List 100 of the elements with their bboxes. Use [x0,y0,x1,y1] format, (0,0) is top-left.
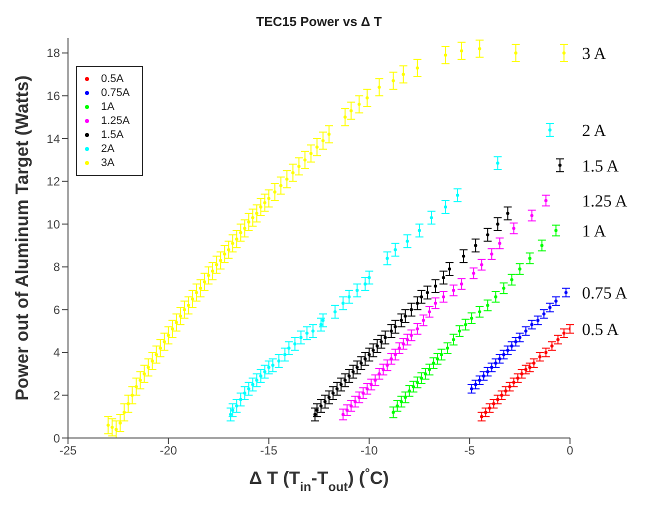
legend-label: 3A [101,156,114,170]
point [344,378,347,382]
point [356,288,359,292]
point [394,248,397,252]
y-tick-label: 4 [53,346,60,360]
point [494,362,498,365]
point [456,194,460,197]
point [442,295,446,298]
point [315,408,319,412]
point [323,400,327,404]
y-tick-label: 16 [46,89,60,104]
point [482,374,486,378]
point [558,164,562,167]
point [512,380,516,384]
point [478,378,482,382]
point [360,362,363,365]
point [520,372,524,376]
point [259,374,262,378]
point [446,346,450,350]
point [251,382,254,386]
point [333,310,337,314]
y-tick-label: 12 [46,174,60,189]
point [528,366,532,370]
point [400,318,403,322]
point [348,374,351,378]
point [538,355,542,358]
point [530,323,534,326]
point [474,382,478,386]
point [484,410,488,414]
point [430,216,434,220]
point [562,332,566,335]
y-tick-label: 14 [46,132,60,146]
x-tick-label: -15 [260,444,278,458]
point [506,348,510,352]
point [362,391,365,395]
point [548,128,552,132]
point [327,396,331,399]
point [277,359,280,363]
text: 1.25 A [582,192,628,211]
y-axis-title: Power out of Aluminum Target (Watts) [12,75,32,401]
legend-label: 1.5A [101,128,124,142]
text: 3 A [582,44,607,63]
point [352,370,355,374]
point [335,387,339,390]
point [416,380,419,384]
point [544,350,548,354]
legend-label: 1A [101,100,114,114]
point [524,368,528,372]
point [492,402,496,406]
point [496,398,500,402]
point [532,362,536,365]
point [542,312,546,316]
point [416,302,419,305]
point [556,338,560,342]
point [470,387,474,390]
point [412,385,415,388]
point [464,323,468,326]
text: 1.5 A [582,156,620,176]
point [488,406,492,410]
point [358,396,361,399]
x-tick-label: -5 [464,444,476,458]
point [510,344,514,348]
point [404,396,407,399]
point [498,242,502,245]
point [293,342,297,346]
point [406,240,409,243]
point [500,394,504,397]
point [540,244,544,248]
point [386,364,389,367]
point [400,400,403,404]
x-tick-label: -25 [59,444,77,458]
point [372,348,375,352]
point [512,226,516,230]
point [452,288,456,292]
x-tick-label: -10 [360,444,378,458]
point [536,318,540,322]
point [356,366,359,370]
point [554,300,558,303]
point [458,329,462,333]
point [470,316,474,320]
point [506,212,510,215]
point [386,256,389,260]
point [548,306,552,310]
point [424,372,428,376]
point [486,370,490,374]
point [436,357,440,360]
point [378,372,381,376]
point [442,276,446,280]
y-tick-label: 18 [46,46,60,60]
point [271,364,274,367]
point [364,282,367,286]
y-tick-label: 10 [46,217,60,232]
point [390,357,393,360]
text: 0.5 A [582,320,620,339]
point [305,332,309,335]
point [229,412,232,416]
point [564,290,568,294]
text: 1 A [582,222,607,241]
point [235,404,238,408]
point [544,198,548,202]
